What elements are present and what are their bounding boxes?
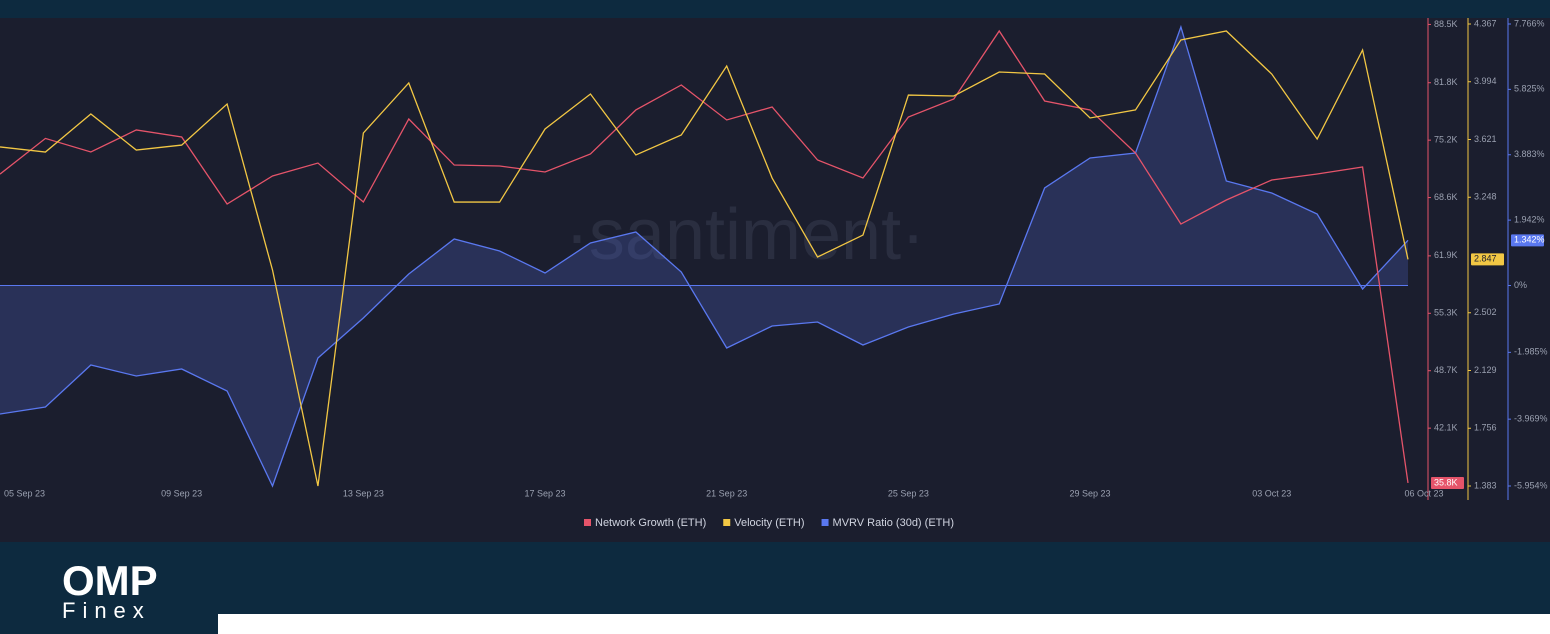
x-tick-label: 29 Sep 23: [1070, 488, 1111, 498]
y-tick-label: 88.5K: [1434, 19, 1458, 29]
value-label-box: [1511, 234, 1544, 247]
x-tick-label: 03 Oct 23: [1252, 488, 1291, 498]
y-tick-label: 4.367: [1474, 18, 1497, 28]
x-tick-label: 21 Sep 23: [706, 488, 747, 498]
y-tick-label: 1.383: [1474, 480, 1497, 490]
area: [0, 26, 1408, 486]
y-tick-label: -5.954%: [1514, 480, 1548, 490]
y-tick-label: 2.129: [1474, 365, 1497, 375]
line: [0, 29, 1409, 484]
line: [0, 24, 1409, 488]
y-tick-label: 0%: [1514, 280, 1527, 290]
y-tick-label: 5.825%: [1514, 84, 1545, 94]
y-tick-label: 42.1K: [1434, 423, 1458, 433]
y-tick-label: 3.883%: [1514, 149, 1545, 159]
value-label: 2.847: [1474, 254, 1497, 264]
chart-background: [0, 18, 1550, 542]
logo-title: OMP: [62, 557, 158, 604]
legend-label: Velocity (ETH): [734, 517, 804, 529]
legend-swatch: [584, 519, 591, 526]
y-tick-label: 2.502: [1474, 307, 1497, 317]
y-tick-label: 61.9K: [1434, 250, 1458, 260]
x-tick-label: 05 Sep 23: [4, 488, 45, 498]
x-tick-label: 25 Sep 23: [888, 488, 929, 498]
y-tick-label: 3.994: [1474, 76, 1497, 86]
value-label-box: [1471, 253, 1504, 266]
y-tick-label: 3.621: [1474, 134, 1497, 144]
legend-swatch: [821, 519, 829, 526]
logo-subtitle: Finex: [62, 598, 151, 623]
y-tick-label: 1.942%: [1514, 214, 1545, 224]
y-tick-label: 1.756: [1474, 423, 1497, 433]
y-tick-label: -3.969%: [1514, 414, 1548, 424]
x-tick-label: 13 Sep 23: [343, 488, 384, 498]
value-label-box: [1431, 476, 1464, 489]
footer-bar: [218, 614, 1550, 634]
y-tick-label: 3.248: [1474, 192, 1497, 202]
y-tick-label: -1.985%: [1514, 347, 1548, 357]
legend-label: Network Growth (ETH): [595, 517, 706, 529]
x-tick-label: 09 Sep 23: [161, 488, 202, 498]
line: [0, 30, 1409, 487]
y-tick-label: 68.6K: [1434, 192, 1458, 202]
y-tick-label: 48.7K: [1434, 365, 1458, 375]
value-label: 35.8K: [1434, 477, 1458, 487]
x-tick-label: 06 Oct 23: [1404, 488, 1443, 498]
y-tick-label: 81.8K: [1434, 77, 1458, 87]
legend-swatch: [723, 519, 731, 526]
legend-label: MVRV Ratio (30d) (ETH): [833, 517, 954, 529]
y-tick-label: 75.2K: [1434, 135, 1458, 145]
y-tick-label: 55.3K: [1434, 308, 1458, 318]
x-tick-label: 17 Sep 23: [525, 488, 566, 498]
value-label: 1.342%: [1514, 235, 1545, 245]
y-tick-label: 7.766%: [1514, 18, 1545, 28]
